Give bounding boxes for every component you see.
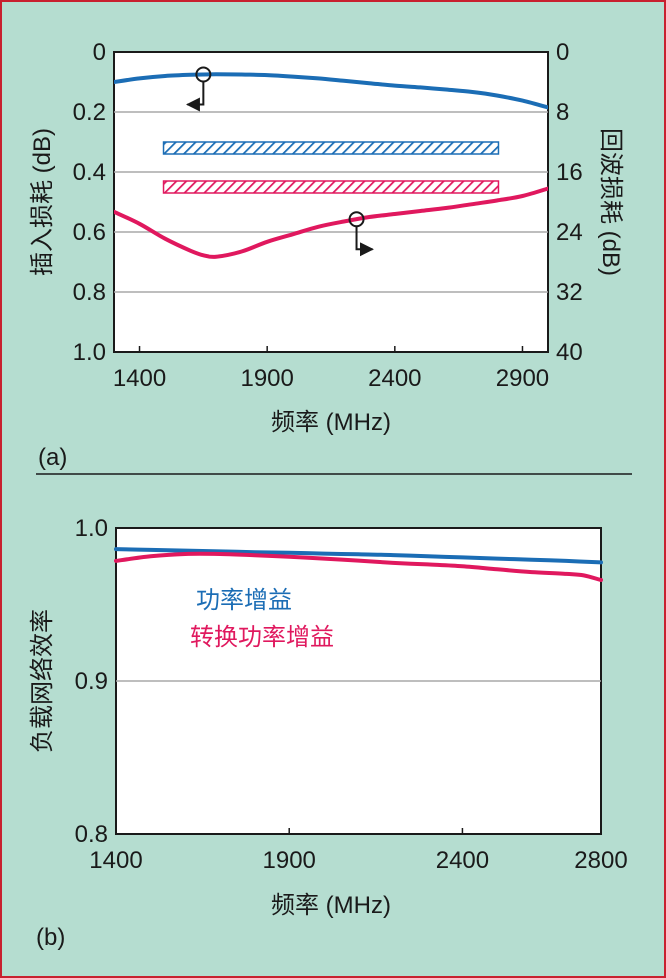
chart-a-band-blue bbox=[162, 141, 500, 155]
chart-a-y-tick-label-left: 0.2 bbox=[73, 99, 106, 126]
chart-b-y-axis-title: 负载网络效率 bbox=[29, 609, 56, 753]
chart-b-x-tick-label: 1900 bbox=[263, 847, 316, 874]
chart-b-x-tick-label: 1400 bbox=[89, 847, 142, 874]
chart-a-y-tick-label-right: 16 bbox=[556, 159, 583, 186]
chart-a-band-red bbox=[162, 180, 500, 194]
chart-b-x-tick-label: 2800 bbox=[574, 847, 627, 874]
chart-a-x-axis-title: 频率 (MHz) bbox=[271, 409, 391, 436]
chart-a-marker-arrow bbox=[185, 81, 205, 112]
chart-a: 1400 1900 2400 2900 0 0.2 0.4 0.6 0.8 1.0 0 8 16 24… bbox=[29, 39, 624, 471]
chart-a-y-tick-label-left: 0.8 bbox=[73, 279, 106, 306]
chart-b-y-tick-label: 0.9 bbox=[75, 668, 108, 695]
chart-a-gridlines bbox=[114, 111, 548, 293]
chart-a-x-tick-label: 1400 bbox=[113, 365, 166, 392]
chart-b-y-tick-label: 0.8 bbox=[75, 821, 108, 848]
chart-a-x-tick-label: 1900 bbox=[240, 365, 293, 392]
chart-a-y-tick-label-left: 0.4 bbox=[73, 159, 106, 186]
chart-b-power-gain-line bbox=[114, 547, 603, 565]
chart-a-y-tick-label-right: 40 bbox=[556, 339, 583, 366]
chart-a-y-ticks-left: 0 0.2 0.4 0.6 0.8 1.0 bbox=[73, 39, 106, 366]
chart-b-y-tick-label: 1.0 bbox=[75, 515, 108, 542]
chart-a-y-tick-label-left: 0.6 bbox=[73, 219, 106, 246]
chart-a-y-tick-label-right: 24 bbox=[556, 219, 583, 246]
chart-b-y-ticks: 0.8 0.9 1.0 bbox=[75, 515, 108, 848]
chart-a-hatched-bands bbox=[162, 141, 500, 194]
chart-b-conversion-gain-line bbox=[114, 551, 603, 582]
chart-a-annotations bbox=[185, 66, 374, 257]
chart-b-legend-gain: 功率增益 bbox=[196, 587, 292, 614]
chart-a-panel-label: (a) bbox=[38, 444, 67, 471]
chart-a-y-axis-title-left: 插入损耗 (dB) bbox=[29, 128, 56, 276]
chart-a-y-axis-title-right: 回波损耗 (dB) bbox=[597, 128, 624, 276]
chart-b-series bbox=[114, 547, 603, 582]
chart-a-y-tick-label-right: 32 bbox=[556, 279, 583, 306]
chart-b: 1400 1900 2400 2800 0.8 0.9 1.0 功率增益 转换功率增益 频… bbox=[29, 515, 628, 951]
chart-a-x-tick-label: 2400 bbox=[368, 365, 421, 392]
chart-b-x-tick-label: 2400 bbox=[436, 847, 489, 874]
chart-a-y-tick-label-left: 1.0 bbox=[73, 339, 106, 366]
chart-a-y-tick-label-right: 0 bbox=[556, 39, 569, 66]
chart-a-y-tick-label-left: 0 bbox=[93, 39, 106, 66]
chart-a-x-ticks: 1400 1900 2400 2900 bbox=[113, 346, 549, 392]
chart-a-y-tick-label-right: 8 bbox=[556, 99, 569, 126]
chart-a-insertion-loss-line bbox=[114, 72, 548, 110]
chart-a-x-tick-label: 2900 bbox=[496, 365, 549, 392]
chart-b-x-axis-title: 频率 (MHz) bbox=[271, 892, 391, 919]
chart-b-x-ticks: 1400 1900 2400 2800 bbox=[89, 828, 628, 874]
chart-b-legend-conversion-gain: 转换功率增益 bbox=[190, 624, 334, 651]
chart-a-marker-arrow bbox=[355, 226, 374, 257]
chart-a-return-loss-line bbox=[114, 186, 548, 259]
chart-a-y-ticks-right: 0 8 16 24 32 40 bbox=[556, 39, 583, 366]
chart-b-panel-label: (b) bbox=[36, 924, 65, 951]
chart-a-series bbox=[114, 72, 548, 259]
